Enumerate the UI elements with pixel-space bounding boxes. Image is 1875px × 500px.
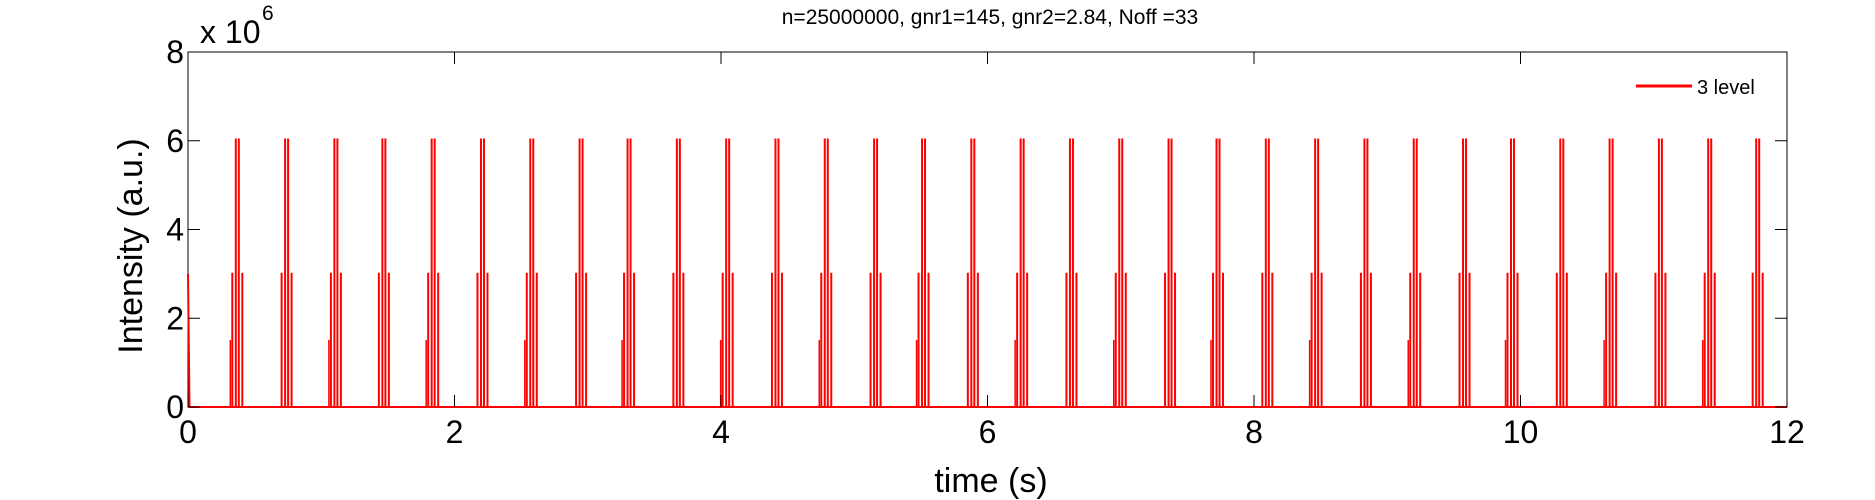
pulse-mark — [1458, 138, 1471, 407]
series-layer — [187, 138, 1787, 408]
y-tick-label: 2 — [166, 300, 184, 336]
pulse-mark — [1065, 138, 1078, 407]
pulse-mark — [1164, 138, 1177, 407]
pulse-mark — [280, 138, 293, 407]
pulse-mark — [719, 138, 734, 407]
pulse-mark — [1603, 138, 1618, 407]
x-tick-label: 8 — [1245, 414, 1263, 450]
pulse-mark — [524, 138, 538, 407]
x-axis-label: time (s) — [934, 462, 1047, 500]
y-multiplier-label: x 10 — [200, 14, 260, 50]
pulse-mark — [425, 138, 440, 407]
x-tick-label: 6 — [979, 414, 997, 450]
pulse-mark — [915, 138, 930, 407]
x-tick-label: 2 — [446, 414, 464, 450]
pulse-mark — [377, 138, 390, 407]
y-tick-label: 6 — [166, 123, 184, 159]
pulse-mark — [229, 138, 244, 407]
pulse-mark — [1261, 138, 1274, 407]
y-tick-label: 4 — [166, 212, 184, 248]
y-axis-label: Intensity (a.u.) — [112, 138, 150, 353]
pulse-mark — [966, 138, 979, 407]
legend: 3 level — [1636, 77, 1755, 99]
x-tick-label: 10 — [1503, 414, 1539, 450]
pulse-mark — [621, 138, 636, 407]
ticks-layer: 0 2 4 6 8 10 12 0 2 4 6 8 — [166, 34, 1805, 450]
x-tick-label: 12 — [1769, 414, 1805, 450]
y-multiplier-exponent: 6 — [262, 2, 274, 25]
pulse-mark — [1308, 138, 1323, 407]
pulse-mark — [1654, 138, 1667, 407]
pulse-mark — [1751, 138, 1764, 407]
pulse-mark — [1113, 138, 1127, 407]
x-tick-label: 4 — [712, 414, 730, 450]
pulse-mark — [1014, 138, 1029, 407]
pulse-mark — [818, 138, 833, 407]
pulse-mark — [1701, 138, 1716, 407]
pulse-mark — [476, 138, 489, 407]
pulse-mark — [869, 138, 882, 407]
chart-title: n=25000000, gnr1=145, gnr2=2.84, Noff =3… — [782, 6, 1198, 29]
x-tick-label: 0 — [179, 414, 197, 450]
pulse-mark — [1407, 138, 1422, 407]
pulse-mark — [1504, 138, 1519, 407]
y-tick-label: 0 — [166, 389, 184, 425]
legend-label-3-level: 3 level — [1697, 77, 1755, 99]
pulse-mark — [1210, 138, 1225, 407]
y-tick-label: 8 — [166, 34, 184, 70]
pulse-mark — [575, 138, 588, 407]
pulse-mark — [770, 138, 783, 407]
pulse-mark — [1555, 138, 1568, 407]
pulse-mark — [672, 138, 685, 407]
pulse-mark — [1359, 138, 1372, 407]
pulse-mark — [328, 138, 342, 407]
